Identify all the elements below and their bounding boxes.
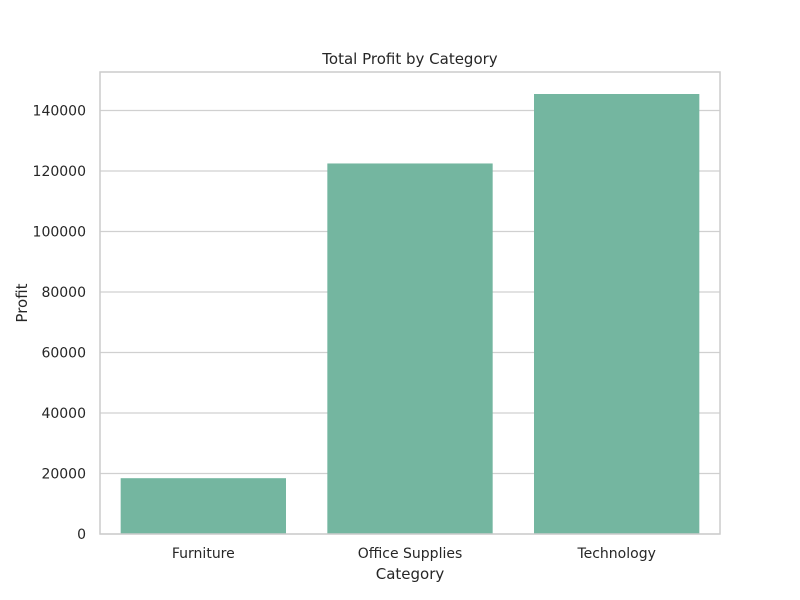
x-tick-labels: Furniture Office Supplies Technology — [172, 546, 656, 562]
bar-furniture — [120, 478, 287, 534]
x-tick-label: Office Supplies — [358, 546, 463, 562]
x-axis-label: Category — [376, 565, 445, 583]
y-tick-label: 60000 — [41, 346, 86, 362]
y-tick-label: 40000 — [41, 406, 86, 422]
plot-frame — [99, 71, 721, 535]
y-tick-label: 120000 — [33, 164, 86, 180]
y-tick-label: 100000 — [33, 225, 86, 241]
y-tick-label: 80000 — [41, 285, 86, 301]
x-tick-label: Furniture — [172, 546, 235, 562]
bar-technology — [534, 94, 700, 534]
y-tick-label: 20000 — [41, 467, 86, 483]
y-tick-label: 0 — [77, 527, 86, 543]
y-tick-label: 140000 — [33, 104, 86, 120]
bar-layer — [120, 94, 700, 534]
bar-office-supplies — [327, 163, 493, 534]
y-axis-label: Profit — [13, 283, 31, 322]
y-tick-labels: 0 20000 40000 60000 80000 100000 120000 140000 — [33, 104, 86, 543]
chart-title: Total Profit by Category — [321, 50, 498, 68]
x-tick-label: Technology — [576, 546, 655, 562]
